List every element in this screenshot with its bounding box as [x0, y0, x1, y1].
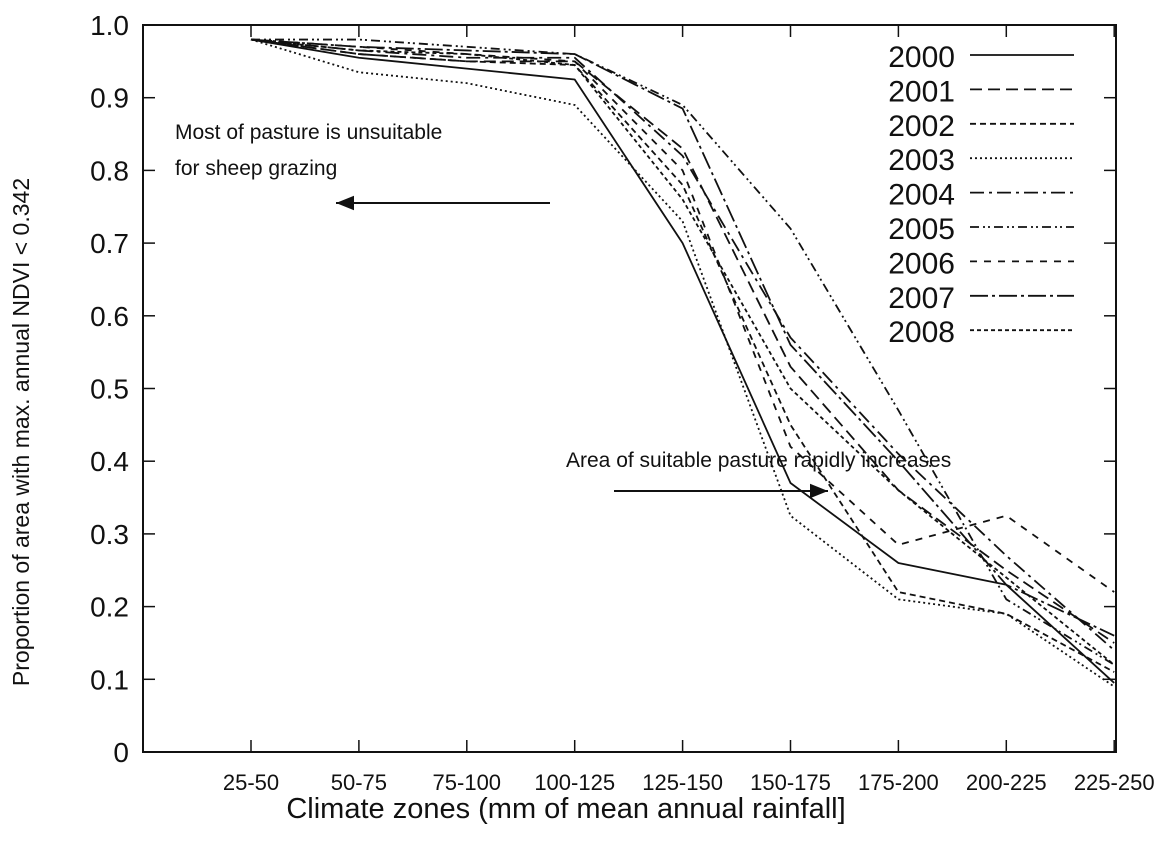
y-tick-label: 0.7 — [90, 228, 129, 259]
series-line-2005 — [251, 38, 1115, 666]
legend-label: 2001 — [888, 75, 955, 108]
y-tick-label: 1.0 — [90, 10, 129, 41]
series-line-2000 — [250, 38, 1115, 684]
y-tick-label: 0.3 — [90, 519, 129, 550]
annotation-unsuitable-line-1: Most of pasture is unsuitable — [175, 121, 442, 144]
legend-label: 2000 — [888, 41, 955, 74]
x-tick-label: 100-125 — [534, 770, 615, 795]
annotation-increase: Area of suitable pasture rapidly increas… — [566, 449, 951, 499]
y-tick-label: 0 — [113, 737, 129, 768]
y-tick-label: 0.6 — [90, 301, 129, 332]
y-tick-label: 0.4 — [90, 446, 129, 477]
x-tick-label: 200-225 — [966, 770, 1047, 795]
series-line-2004 — [250, 38, 1115, 651]
series-lines — [250, 38, 1115, 688]
legend-label: 2004 — [888, 179, 955, 212]
y-tick-label: 0.8 — [90, 155, 129, 186]
y-tick-label: 0.9 — [90, 83, 129, 114]
x-tick-label: 75-100 — [433, 770, 502, 795]
x-axis-ticks: 25-50 50-75 75-100 100-125 125-150 150-175 175… — [223, 25, 1155, 795]
legend-label: 2005 — [888, 213, 955, 246]
annotation-unsuitable: Most of pasture is unsuitable for sheep … — [175, 121, 550, 211]
series-line-2002 — [250, 38, 1115, 673]
x-axis-title: Climate zones (mm of mean annual rainfal… — [286, 793, 845, 825]
legend-label: 2003 — [888, 144, 955, 177]
y-axis-title: Proportion of area with max. annual NDVI… — [8, 178, 34, 686]
legend-label: 2006 — [888, 247, 955, 280]
series-line-2007 — [250, 38, 1115, 637]
legend-label: 2007 — [888, 282, 955, 315]
series-line-2008 — [250, 38, 1115, 666]
y-tick-label: 0.2 — [90, 592, 129, 623]
annotation-unsuitable-line-2: for sheep grazing — [175, 157, 337, 180]
x-tick-label: 125-150 — [642, 770, 723, 795]
y-axis-ticks: 0 0.1 0.2 0.3 0.4 0.5 0.6 0.7 0.8 0.9 1.0 — [90, 10, 1116, 768]
series-line-2006 — [250, 38, 1115, 593]
y-tick-label: 0.5 — [90, 374, 129, 405]
legend-label: 2002 — [888, 110, 955, 143]
x-tick-label: 50-75 — [331, 770, 387, 795]
x-tick-label: 225-250 — [1074, 770, 1155, 795]
legend-label: 2008 — [888, 316, 955, 349]
y-tick-label: 0.1 — [90, 664, 129, 695]
x-tick-label: 25-50 — [223, 770, 279, 795]
x-tick-label: 175-200 — [858, 770, 939, 795]
x-tick-label: 150-175 — [750, 770, 831, 795]
annotation-increase-line-1: Area of suitable pasture rapidly increas… — [566, 449, 951, 472]
